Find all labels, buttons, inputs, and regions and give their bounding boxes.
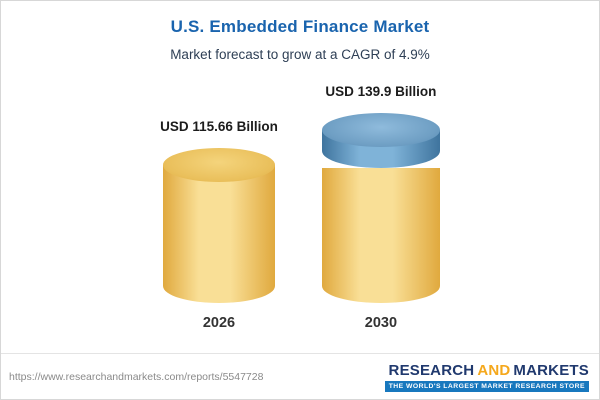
cylinder-top-ellipse	[162, 148, 275, 182]
value-label-2030: USD 139.9 Billion	[325, 84, 437, 99]
logo-word-and: AND	[477, 361, 511, 379]
source-url[interactable]: https://www.researchandmarkets.com/repor…	[9, 370, 264, 383]
logo-wordmark: RESEARCH AND MARKETS	[385, 362, 589, 379]
chart-header: U.S. Embedded Finance Market Market fore…	[1, 1, 599, 62]
growth-cap-segment	[321, 113, 440, 168]
category-label-2026: 2026	[202, 315, 236, 331]
cylinder-bar-chart: USD 115.66 Billion 2026 USD 139.9 Billio…	[1, 84, 599, 331]
research-and-markets-logo: RESEARCH AND MARKETS THE WORLD'S LARGEST M…	[384, 362, 589, 392]
logo-tagline: THE WORLD'S LARGEST MARKET RESEARCH STOR…	[384, 380, 589, 392]
category-label-2030: 2030	[364, 315, 398, 331]
chart-subtitle: Market forecast to grow at a CAGR of 4.9…	[170, 47, 430, 62]
value-label-2026: USD 115.66 Billion	[160, 119, 278, 134]
cylinder-body	[162, 165, 275, 303]
footer: https://www.researchandmarkets.com/repor…	[1, 353, 599, 399]
bar-2026	[162, 148, 275, 303]
bar-2030	[321, 113, 440, 303]
chart-title: U.S. Embedded Finance Market	[170, 17, 430, 36]
logo-word-research: RESEARCH	[388, 361, 475, 379]
cylinder-body	[321, 168, 440, 303]
bar-group-2030: USD 139.9 Billion 2030	[321, 84, 440, 331]
growth-cap-top-ellipse	[321, 113, 440, 147]
bar-group-2026: USD 115.66 Billion 2026	[160, 119, 278, 331]
logo-word-markets: MARKETS	[513, 361, 589, 379]
